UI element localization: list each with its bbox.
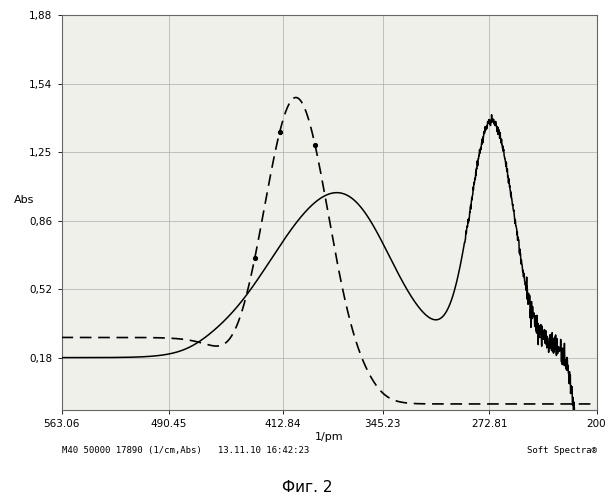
Y-axis label: Abs: Abs [14,194,34,204]
Text: Soft Spectra®: Soft Spectra® [526,446,597,455]
Text: Фиг. 2: Фиг. 2 [282,480,333,495]
X-axis label: 1/pm: 1/pm [315,432,343,442]
Text: M40 50000 17890 (1/cm,Abs)   13.11.10 16:42:23: M40 50000 17890 (1/cm,Abs) 13.11.10 16:4… [62,446,309,455]
